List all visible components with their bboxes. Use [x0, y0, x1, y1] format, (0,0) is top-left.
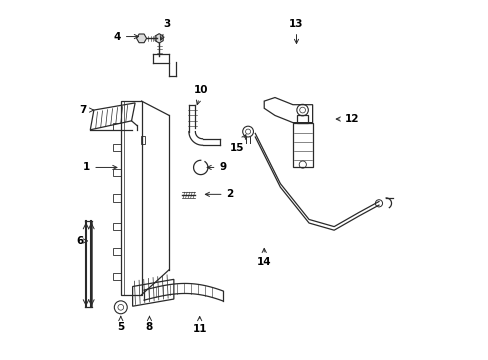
Bar: [113, 169, 121, 176]
Polygon shape: [136, 34, 146, 43]
Text: 11: 11: [192, 316, 206, 334]
Text: 3: 3: [160, 19, 171, 40]
Text: 5: 5: [117, 316, 124, 332]
Bar: [141, 136, 145, 144]
Text: 15: 15: [230, 135, 245, 153]
Bar: [113, 273, 121, 280]
Text: 13: 13: [289, 19, 303, 44]
Bar: [113, 223, 121, 230]
Text: 9: 9: [207, 162, 226, 172]
Bar: [113, 194, 121, 202]
Bar: [297, 115, 307, 123]
Bar: [113, 248, 121, 255]
Bar: [121, 101, 142, 295]
Text: 8: 8: [145, 316, 153, 332]
Text: 2: 2: [205, 189, 233, 199]
Text: 10: 10: [194, 85, 208, 104]
Text: 7: 7: [79, 105, 93, 115]
Text: 1: 1: [83, 162, 117, 172]
Bar: [113, 123, 121, 130]
Bar: [292, 123, 312, 167]
Text: 12: 12: [336, 114, 359, 124]
Polygon shape: [155, 34, 163, 43]
Text: 4: 4: [113, 32, 138, 41]
Text: 14: 14: [256, 248, 271, 267]
Bar: [113, 144, 121, 151]
Text: 6: 6: [76, 236, 87, 246]
